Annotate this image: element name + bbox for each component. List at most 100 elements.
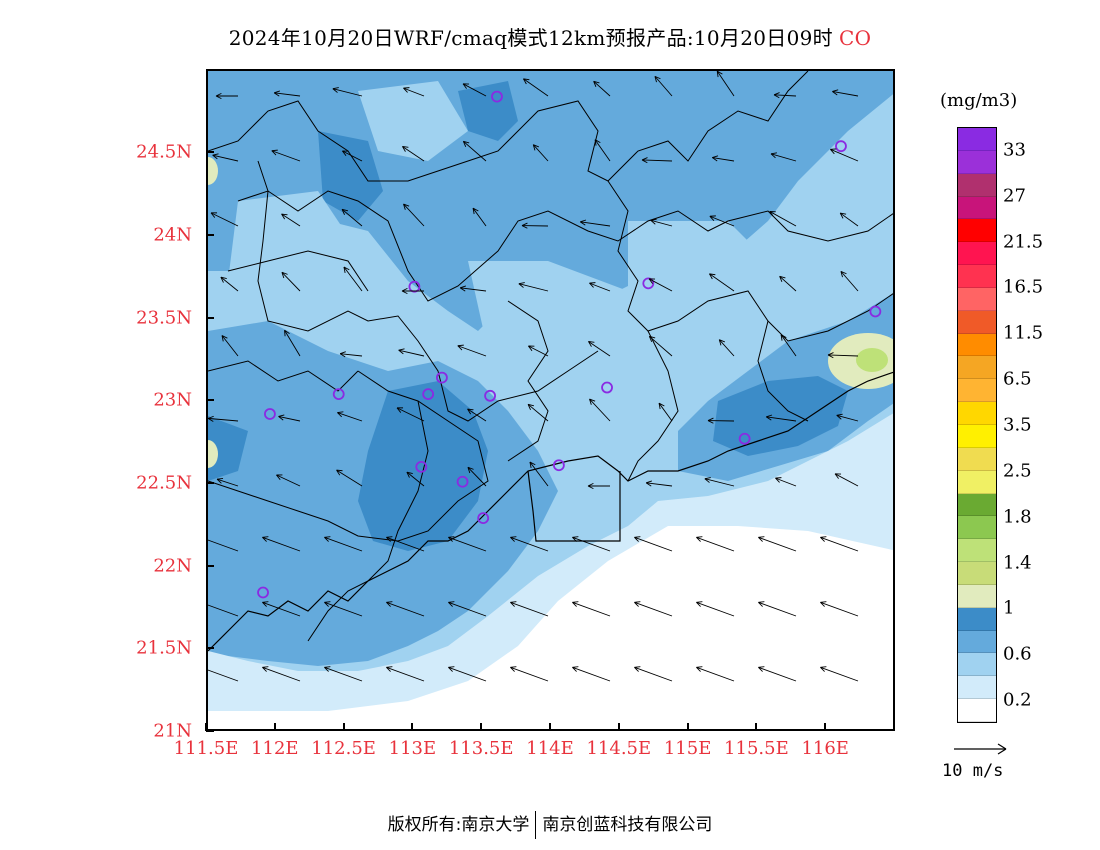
latitude-tick [206,647,214,650]
legend-swatch [958,128,996,151]
wind-vector [770,152,797,162]
wind-vector [523,78,549,97]
map-title: 2024年10月20日WRF/cmaq模式12km预报产品:10月20日09时 C… [0,22,1100,51]
wind-vector [462,140,487,162]
longitude-label: 114E [526,738,574,759]
wind-vector [403,87,425,97]
monitoring-station-marker [408,280,421,293]
wind-vector [208,539,239,552]
wind-vector [457,344,487,357]
legend-swatch [958,196,996,220]
wind-vector [696,536,735,552]
legend-label: 11.5 [1003,322,1044,344]
legend-swatch [958,287,996,311]
latitude-label: 22.5N [136,472,192,494]
wind-vector [448,601,487,617]
longitude-tick [824,723,827,731]
wind-vector [594,139,611,162]
monitoring-station-marker [491,90,503,103]
concentration-field-1.4-west-b [208,440,218,468]
legend-swatch [958,379,996,403]
wind-vector [220,276,239,292]
longitude-tick [549,723,551,731]
wind-vector [587,482,610,490]
wind-vector [341,208,363,227]
wind-vector [766,414,797,422]
longitude-label: 111.5E [173,738,239,759]
wind-vector [650,218,673,227]
wind-vector [459,285,487,292]
wind-vector [324,601,363,617]
wind-vector [658,402,673,422]
concentration-field-1.0-d [318,131,383,221]
legend-swatch [958,493,996,517]
wind-vector [709,215,735,227]
monitoring-station-marker [738,432,751,445]
longitude-label: 113E [388,738,437,759]
monitoring-station-marker [642,277,655,290]
legend-swatch [958,242,996,266]
latitude-label: 22N [153,555,192,577]
wind-vector [467,408,487,422]
wind-vector [634,536,673,552]
wind-vector [820,536,859,552]
legend-swatch [958,630,996,654]
longitude-label: 114.5E [586,738,652,759]
monitoring-station-marker [422,388,435,401]
concentration-field-1.8-east [856,348,888,372]
legend-swatch [958,699,996,722]
wind-vector [775,477,797,487]
wind-vector [462,83,487,97]
wind-vector [769,211,797,227]
wind-vector [758,536,797,552]
copyright: 版权所有:南京大学 南京创蓝科技有限公司 [0,810,1100,839]
wind-vector [580,219,611,227]
wind-vector [402,146,425,162]
wind-vector [336,469,363,487]
wind-vector [215,92,238,100]
admin-boundaries [208,71,893,642]
monitoring-station-marker [264,408,276,420]
wind-vector [396,407,425,422]
wind-vector [278,414,301,422]
wind-vector [758,666,797,682]
wind-vector [588,341,611,357]
wind-vector [707,417,735,424]
longitude-tick [411,723,414,731]
wind-vector [386,536,425,552]
wind-vector [406,471,425,487]
legend-swatch [958,402,996,425]
wind-reference-arrow [954,743,1007,755]
legend-swatch [958,676,996,700]
monitoring-station-marker [552,459,565,472]
wind-vector [780,334,797,357]
longitude-label: 116E [801,738,849,759]
legend-swatch [958,539,996,563]
wind-vector [648,278,673,292]
wind-vector [589,282,611,292]
longitude-tick [686,723,689,731]
latitude-label: 23N [153,389,192,411]
legend-label: 27 [1003,185,1026,207]
legend-swatch [958,219,996,243]
concentration-field-1.0-b [713,376,848,456]
title-species: CO [838,26,872,50]
concentration-map [208,71,893,729]
copyright-right: 南京创蓝科技有限公司 [542,815,713,835]
wind-vector [696,601,735,617]
wind-vector [572,601,611,617]
latitude-label: 21.5N [136,637,192,659]
color-legend-bar [957,127,997,723]
wind-vector [262,601,301,617]
wind-vector [589,398,611,422]
wind-vector [832,89,859,97]
legend-label: 16.5 [1003,276,1044,298]
concentration-field-1.0-e [208,416,248,481]
wind-vector [262,536,301,552]
longitude-tick [480,723,483,731]
wind-vector [528,345,549,357]
concentration-field-0.6-pocket-d [468,261,668,381]
wind-vector [718,339,735,357]
legend-label: 1.8 [1003,506,1032,528]
title-main: 2024年10月20日WRF/cmaq模式12km预报产品:10月20日09时 [228,26,833,50]
